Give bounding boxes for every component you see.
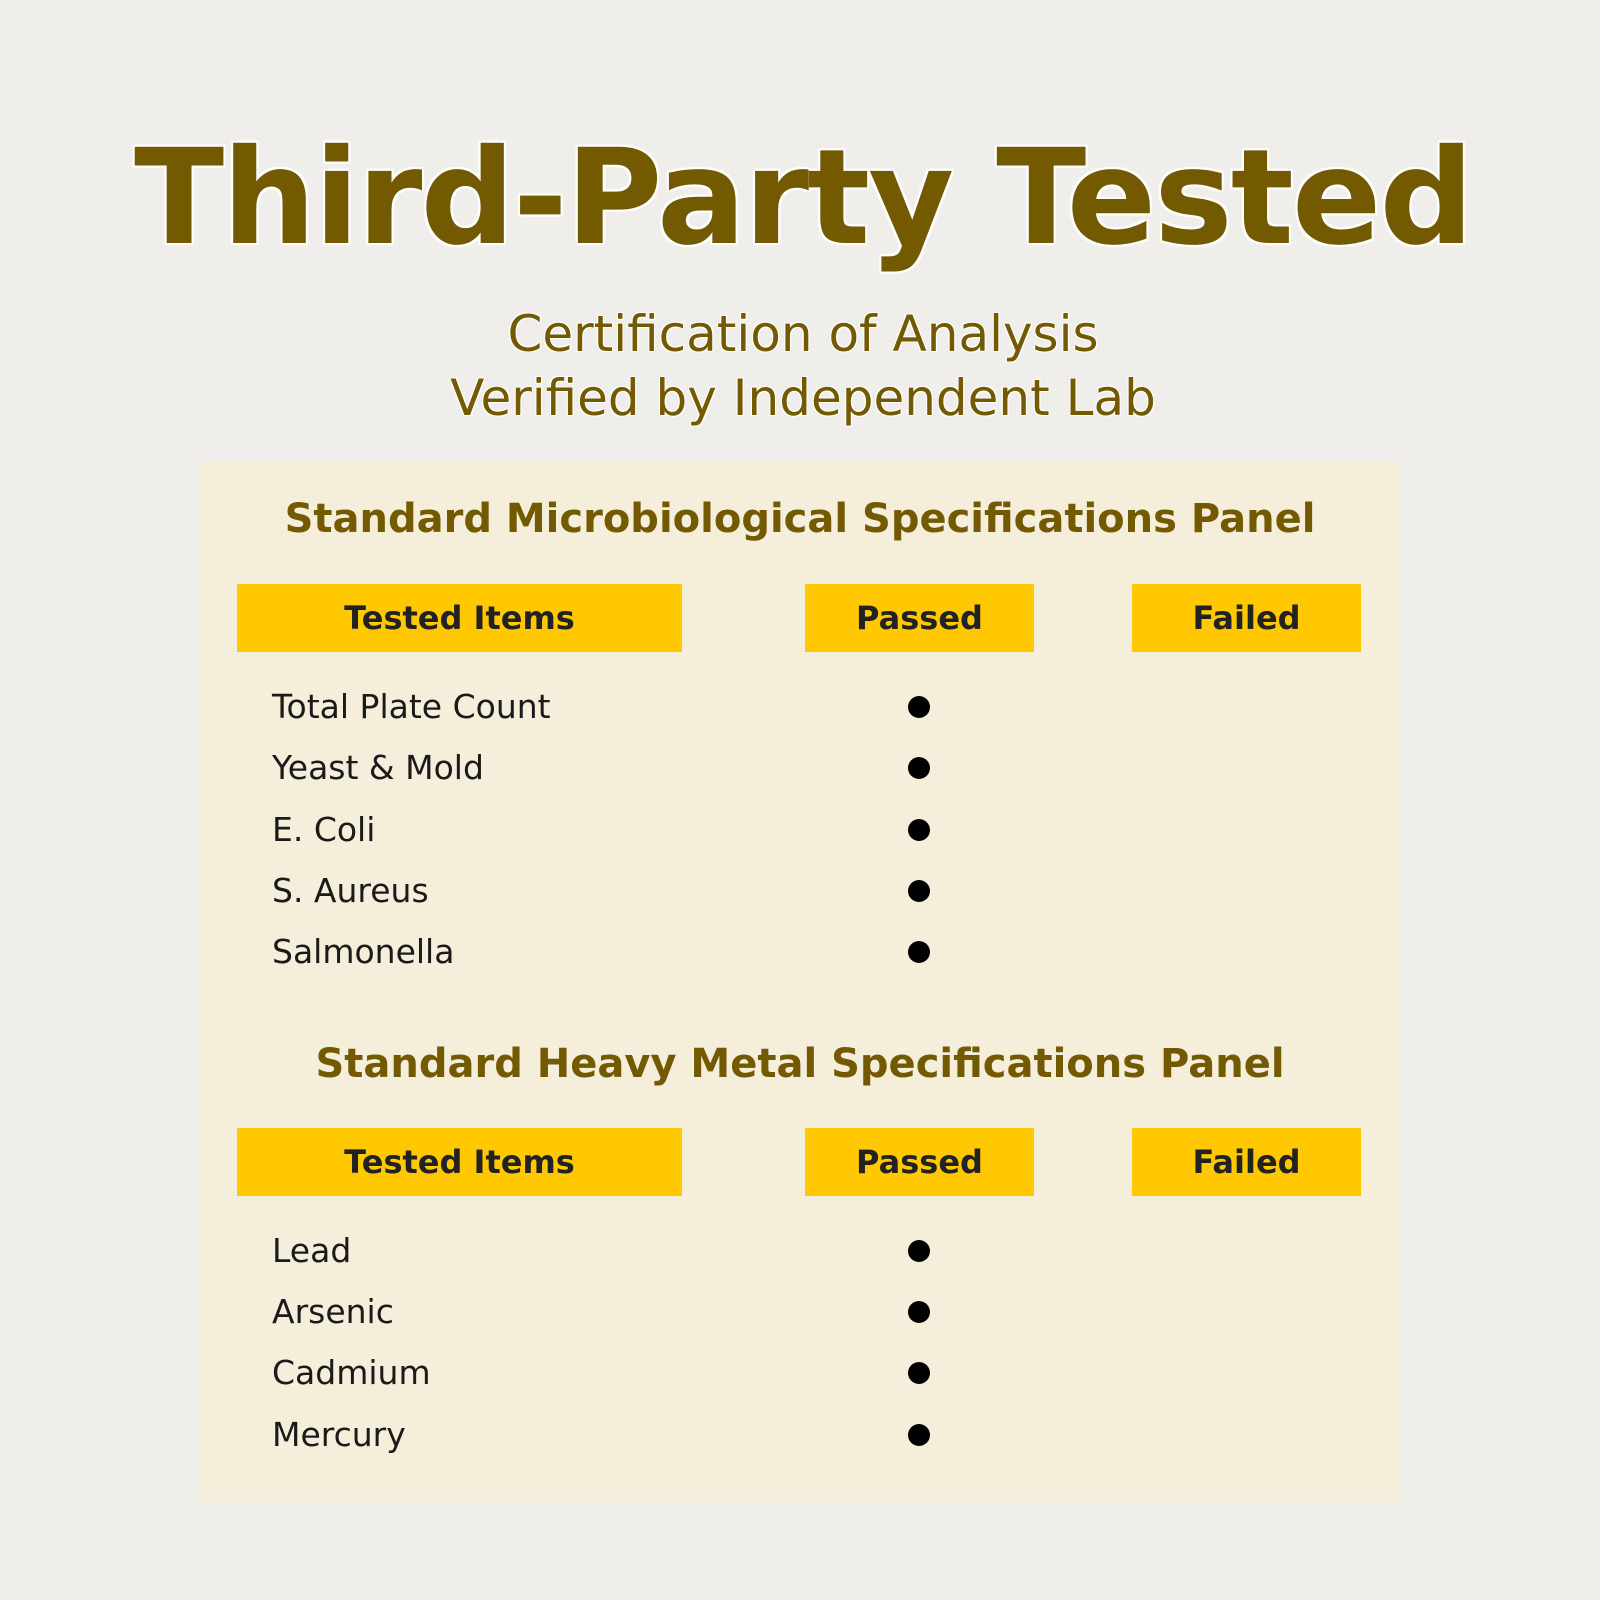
tested-item: S. Aureus bbox=[272, 871, 429, 910]
column-header-failed: Failed bbox=[1132, 584, 1361, 652]
tested-item: Mercury bbox=[272, 1415, 406, 1454]
subtitle-line-1: Certification of Analysis bbox=[507, 305, 1099, 363]
passed-dot-icon bbox=[908, 819, 930, 841]
tested-item: Lead bbox=[272, 1231, 352, 1270]
column-header-passed: Passed bbox=[805, 584, 1034, 652]
subtitle-line-2: Verified by Independent Lab bbox=[450, 369, 1156, 427]
passed-dot-icon bbox=[908, 1424, 930, 1446]
tested-item: E. Coli bbox=[272, 810, 376, 849]
page-title: Third-Party Tested bbox=[134, 121, 1474, 275]
passed-dot-icon bbox=[908, 1362, 930, 1384]
tested-item: Yeast & Mold bbox=[272, 748, 484, 787]
microbiological-panel-heading: Standard Microbiological Specifications … bbox=[284, 496, 1316, 542]
passed-dot-icon bbox=[908, 696, 930, 718]
passed-dot-icon bbox=[908, 1301, 930, 1323]
column-header-passed: Passed bbox=[805, 1128, 1034, 1196]
column-header-failed: Failed bbox=[1132, 1128, 1361, 1196]
passed-dot-icon bbox=[908, 757, 930, 779]
heavy-metal-panel-heading: Standard Heavy Metal Specifications Pane… bbox=[315, 1041, 1285, 1087]
passed-dot-icon bbox=[908, 941, 930, 963]
tested-item: Salmonella bbox=[272, 932, 455, 971]
tested-item: Cadmium bbox=[272, 1353, 431, 1392]
tested-item: Arsenic bbox=[272, 1292, 394, 1331]
passed-dot-icon bbox=[908, 880, 930, 902]
passed-dot-icon bbox=[908, 1240, 930, 1262]
column-header-tested-items: Tested Items bbox=[237, 584, 682, 652]
column-header-tested-items: Tested Items bbox=[237, 1128, 682, 1196]
tested-item: Total Plate Count bbox=[272, 687, 551, 726]
